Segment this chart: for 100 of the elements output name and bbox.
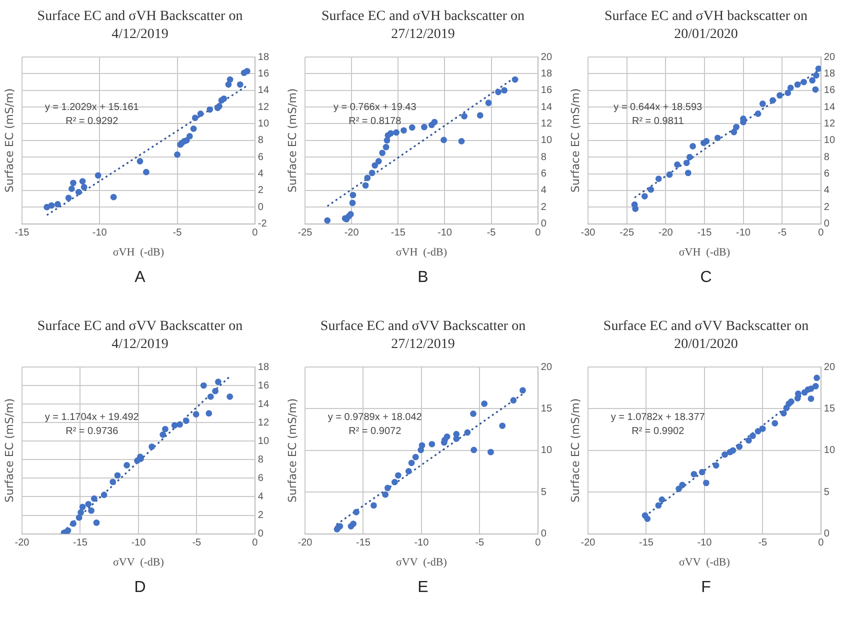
y-tick-label: 0 <box>258 528 264 540</box>
y-tick-label: 10 <box>258 118 270 130</box>
x-tick-label: -25 <box>298 228 313 239</box>
annotation: R² = 0.9736 <box>66 426 119 437</box>
y-tick-label: 15 <box>540 403 552 414</box>
x-tick-label: -10 <box>736 228 751 239</box>
y-tick-label: 14 <box>540 102 552 113</box>
y-axis-title: Surface EC (mS/m) <box>568 88 582 193</box>
annotation: R² = 0.8178 <box>348 116 402 127</box>
y-tick-label: 10 <box>540 445 552 456</box>
y-tick-label: 8 <box>258 135 264 146</box>
y-tick-label: 6 <box>540 168 547 180</box>
x-tick-label: -20 <box>298 538 313 549</box>
text: C <box>699 269 713 287</box>
y-tick-label: 8 <box>258 454 264 466</box>
annotation: y = 1.2029x + 15.161 <box>44 102 140 113</box>
y-tick-label: 14 <box>258 398 270 410</box>
x-tick-label: -20 <box>14 538 30 549</box>
x-tick-label: -15 <box>356 538 371 549</box>
y-tick-label: 10 <box>258 436 270 447</box>
y-tick-label: 2 <box>258 510 264 522</box>
y-tick-label: 16 <box>258 380 270 392</box>
y-tick-label: 6 <box>824 168 830 180</box>
y-axis-title: Surface EC (mS/m) <box>2 398 16 503</box>
y-tick-label: 10 <box>824 135 836 146</box>
x-tick-label: -20 <box>580 538 596 549</box>
y-axis-title: Surface EC (mS/m) <box>2 88 16 193</box>
x-tick-label: -5 <box>172 228 182 239</box>
x-tick-label: -10 <box>697 538 712 549</box>
y-tick-label: 0 <box>540 218 547 230</box>
y-tick-label: 2 <box>540 202 547 213</box>
text: E <box>416 579 430 597</box>
x-tick-label: -10 <box>438 228 452 239</box>
y-tick-label: 4 <box>824 185 830 196</box>
y-tick-label: 18 <box>824 68 836 80</box>
y-tick-label: 12 <box>540 118 552 130</box>
y-tick-label: 15 <box>824 403 836 414</box>
x-tick-label: -30 <box>580 228 596 239</box>
annotation: y = 1.1704x + 19.492 <box>44 412 140 423</box>
annotation: R² = 0.9292 <box>66 116 119 127</box>
annotation: R² = 0.9811 <box>632 116 684 127</box>
y-tick-label: 4 <box>258 168 264 180</box>
x-tick-label: -5 <box>486 228 496 239</box>
x-tick-label: -25 <box>620 228 634 239</box>
x-tick-label: -10 <box>92 228 108 239</box>
y-tick-label: 12 <box>258 417 270 428</box>
annotation: y = 0.644x + 18.593 <box>614 102 702 113</box>
x-tick-label: -5 <box>475 538 485 549</box>
annotation: R² = 0.9072 <box>348 426 402 437</box>
x-tick-label: -15 <box>72 538 88 549</box>
y-tick-label: 4 <box>540 185 547 196</box>
y-tick-label: 14 <box>258 85 270 96</box>
x-axis-title: σVV (-dB) <box>396 556 448 568</box>
annotation: R² = 0.9902 <box>632 426 685 437</box>
chart-title: Surface EC and σVH backscatter on 20/01/2020 <box>603 8 809 44</box>
x-axis-title: σVV (-dB) <box>112 556 164 568</box>
y-tick-label: 0 <box>258 202 264 213</box>
annotation: y = 1.0782x + 18.377 <box>610 412 706 423</box>
annotation: y = 0.9789x + 18.042 <box>328 412 422 423</box>
y-tick-label: 6 <box>258 472 264 484</box>
y-tick-label: 0 <box>540 528 547 540</box>
y-tick-label: 2 <box>258 185 264 196</box>
text: A <box>134 269 146 287</box>
y-tick-label: 18 <box>258 362 270 373</box>
y-axis-title: Surface EC (mS/m) <box>286 398 299 503</box>
x-tick-label: -20 <box>344 228 360 239</box>
x-tick-label: -15 <box>697 228 712 239</box>
x-tick-label: -15 <box>390 228 406 239</box>
y-tick-label: 8 <box>540 152 547 163</box>
y-tick-label: 20 <box>824 362 836 373</box>
chart-title: Surface EC and σVV Backscatter on 27/12/2019 <box>319 318 527 354</box>
y-tick-label: 2 <box>824 202 830 213</box>
y-tick-label: 14 <box>824 102 836 113</box>
y-tick-label: 10 <box>540 135 552 146</box>
y-tick-label: 0 <box>824 528 830 540</box>
y-tick-label: 0 <box>824 218 830 230</box>
text: D <box>133 579 147 597</box>
y-tick-label: 18 <box>258 52 270 63</box>
y-axis-title: Surface EC (mS/m) <box>568 398 582 503</box>
x-axis-title: σVH (-dB) <box>678 246 730 258</box>
text: F <box>700 579 712 597</box>
y-tick-label: 16 <box>824 85 836 96</box>
x-tick-label: -10 <box>414 538 430 549</box>
x-tick-label: -15 <box>638 538 654 549</box>
x-tick-label: -20 <box>658 228 674 239</box>
chart-title: Surface EC and σVV Backscatter on 20/01/2020 <box>602 318 810 354</box>
y-tick-label: 20 <box>540 52 552 63</box>
y-tick-label: 16 <box>540 85 552 96</box>
y-tick-label: 12 <box>258 102 270 113</box>
y-tick-label: 20 <box>540 362 552 373</box>
x-tick-label: -15 <box>14 228 30 239</box>
y-tick-label: 6 <box>258 152 264 163</box>
y-tick-label: 5 <box>824 486 830 498</box>
x-tick-label: -5 <box>758 538 768 549</box>
y-tick-label: 10 <box>824 445 836 456</box>
y-tick-label: 12 <box>824 118 836 130</box>
x-tick-label: -10 <box>131 538 146 549</box>
y-tick-label: 5 <box>540 486 547 498</box>
x-axis-title: σVH (-dB) <box>396 246 448 258</box>
chart-title: Surface EC and σVH backscatter on 27/12/2019 <box>320 8 526 44</box>
